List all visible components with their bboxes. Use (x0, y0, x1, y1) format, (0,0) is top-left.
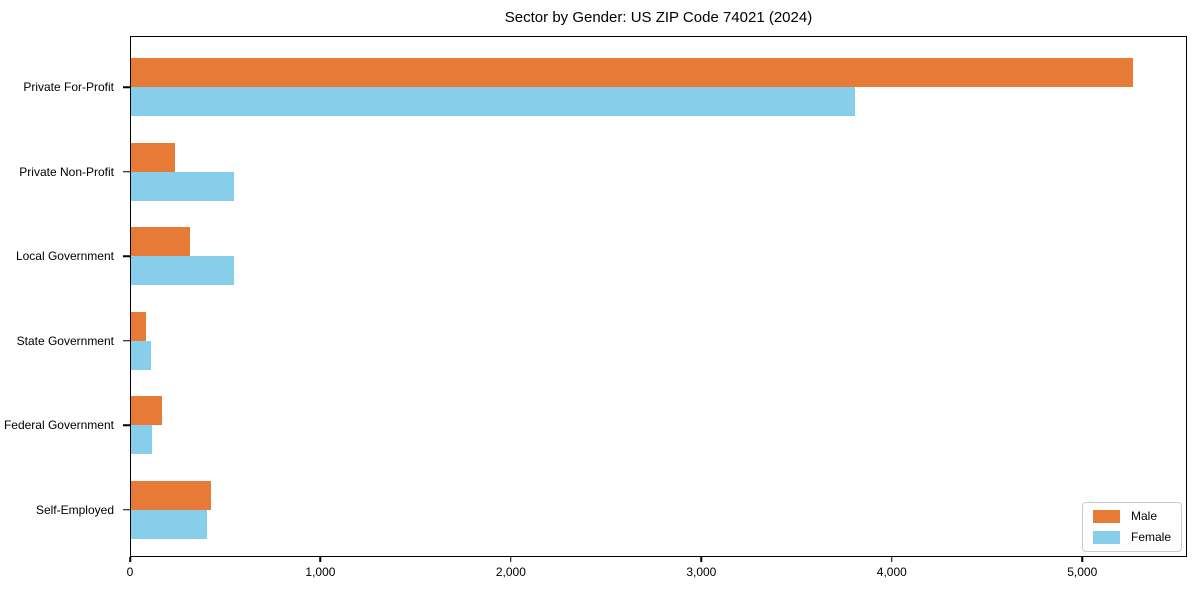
legend-item-male: Male (1092, 509, 1171, 523)
category-row-federal-government (131, 383, 1186, 468)
legend-swatch-male-icon (1092, 510, 1120, 523)
y-label-cell-federal-government: Federal Government (1, 383, 130, 468)
y-tick-label: Self-Employed (35, 502, 114, 517)
y-tick-mark (123, 255, 130, 257)
y-tick-label: Private For-Profit (23, 80, 114, 95)
legend-swatch-female-icon (1092, 531, 1120, 544)
category-row-state-government (131, 299, 1186, 384)
bar-female-state-government (131, 340, 151, 370)
legend: Male Female (1081, 502, 1182, 552)
bar-male-local-government (131, 227, 190, 257)
bar-female-private-non-profit (131, 171, 234, 201)
y-tick-label: State Government (16, 333, 114, 348)
bar-male-self-employed (131, 480, 211, 510)
chart-title: Sector by Gender: US ZIP Code 74021 (202… (504, 9, 813, 26)
category-row-private-non-profit (131, 130, 1186, 215)
category-row-private-for-profit (131, 45, 1186, 130)
x-tick-mark (129, 557, 131, 562)
bar-female-local-government (131, 256, 234, 286)
x-tick-mark (700, 557, 703, 562)
y-label-cell-state-government: State Government (1, 299, 130, 384)
x-tick-label: 5,000 (1067, 565, 1098, 579)
category-row-local-government (131, 214, 1186, 299)
y-tick-label: Private Non-Profit (19, 164, 114, 179)
x-tick-label: 3,000 (686, 565, 717, 579)
bar-female-federal-government (131, 425, 152, 455)
y-tick-mark (123, 171, 130, 173)
bar-female-private-for-profit (131, 87, 856, 117)
x-tick-mark (891, 557, 893, 562)
bar-male-federal-government (131, 396, 163, 426)
plot-area: Male Female (130, 36, 1187, 557)
legend-item-female: Female (1092, 530, 1171, 544)
y-label-cell-private-for-profit: Private For-Profit (1, 45, 130, 130)
y-tick-mark (123, 86, 130, 88)
x-tick-label: 2,000 (495, 565, 526, 579)
x-tick-mark (319, 557, 322, 562)
x-tick-label: 0 (126, 565, 134, 579)
y-tick-mark (123, 509, 130, 511)
x-axis: 0 1,000 2,000 3,000 4,000 5,000 (126, 557, 1187, 589)
y-axis-labels: Private For-Profit Private Non-Profit Loca… (0, 36, 130, 557)
y-tick-label: Local Government (15, 249, 114, 264)
y-tick-mark (123, 340, 130, 342)
legend-label-male: Male (1130, 509, 1157, 523)
bar-male-private-for-profit (131, 58, 1133, 88)
x-tick-mark (510, 557, 512, 562)
y-label-cell-private-non-profit: Private Non-Profit (1, 130, 130, 215)
bar-female-self-employed (131, 509, 208, 539)
y-label-cell-self-employed: Self-Employed (1, 468, 130, 553)
bar-male-state-government (131, 311, 147, 341)
x-tick-mark (1081, 557, 1083, 562)
x-tick-label: 4,000 (876, 565, 907, 579)
bar-male-private-non-profit (131, 142, 175, 172)
y-tick-mark (123, 424, 130, 426)
y-label-cell-local-government: Local Government (1, 214, 130, 299)
x-tick-label: 1,000 (305, 565, 336, 579)
legend-label-female: Female (1130, 530, 1171, 544)
y-tick-label: Federal Government (3, 418, 114, 433)
category-row-self-employed (131, 468, 1186, 553)
